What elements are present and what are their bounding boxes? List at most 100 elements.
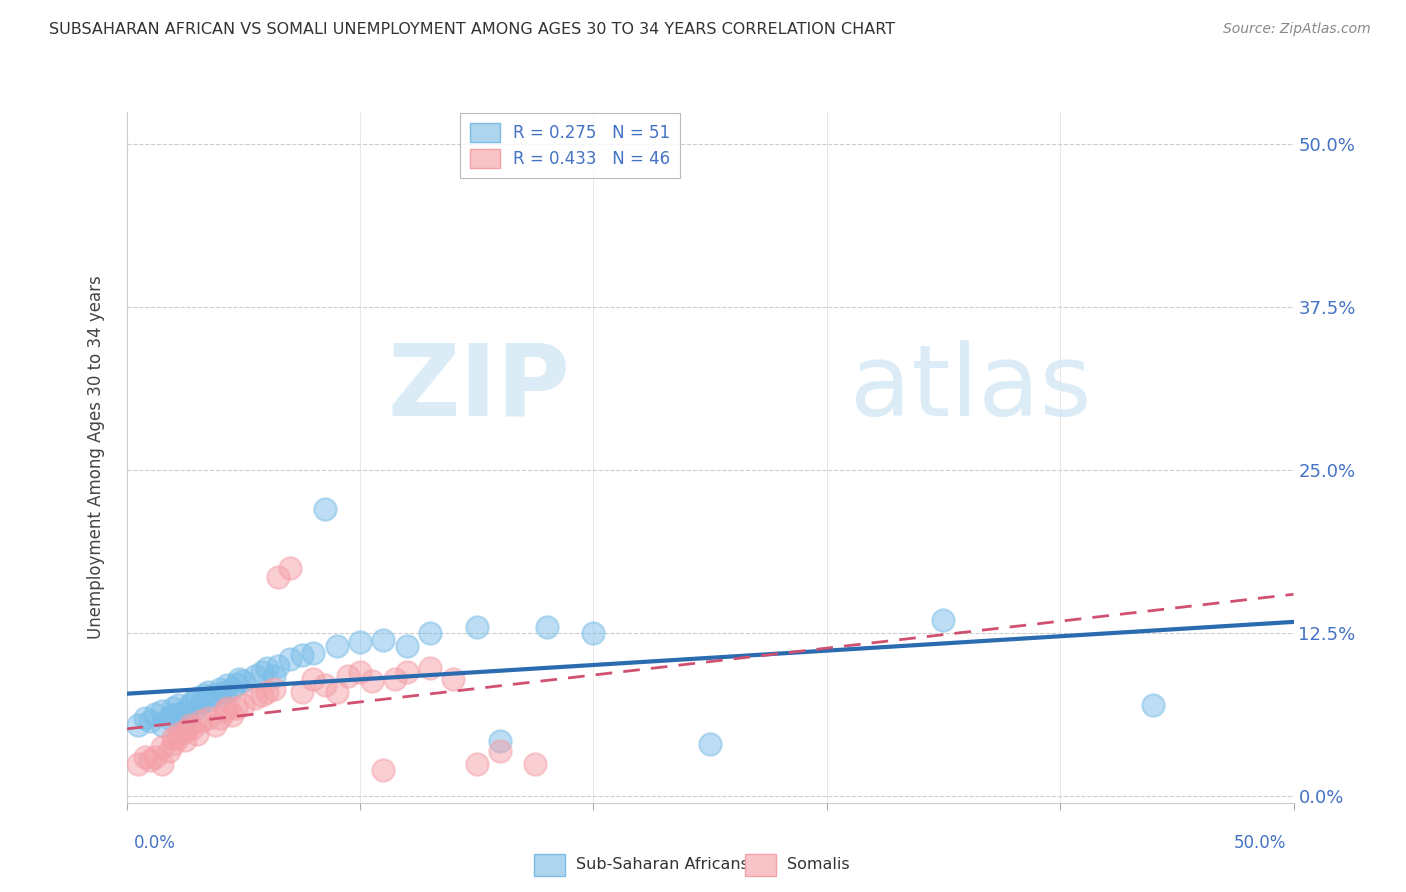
Point: [419, 626, 441, 640]
Point: [263, 669, 285, 683]
Point: [197, 692, 219, 706]
Point: [139, 753, 162, 767]
Point: [186, 700, 208, 714]
Text: 50.0%: 50.0%: [1234, 834, 1286, 852]
Point: [186, 691, 208, 706]
Point: [523, 756, 546, 771]
Text: Sub-Saharan Africans: Sub-Saharan Africans: [576, 857, 749, 871]
Point: [225, 700, 247, 714]
Point: [157, 711, 180, 725]
Point: [162, 731, 184, 745]
Point: [134, 750, 156, 764]
Point: [162, 700, 184, 714]
Point: [208, 690, 231, 705]
Point: [150, 705, 173, 719]
Point: [314, 678, 336, 692]
Point: [215, 700, 238, 714]
Point: [221, 682, 243, 697]
Point: [150, 739, 173, 754]
Point: [167, 726, 190, 740]
Point: [373, 632, 395, 647]
Point: [465, 756, 488, 771]
Point: [302, 672, 325, 686]
Point: [263, 682, 285, 697]
Point: [162, 737, 184, 751]
Point: [150, 756, 173, 771]
Point: [278, 561, 301, 575]
Point: [214, 705, 236, 719]
Point: [179, 717, 201, 731]
Point: [150, 717, 173, 731]
Point: [290, 685, 312, 699]
Point: [127, 756, 149, 771]
Legend: R = 0.275   N = 51, R = 0.433   N = 46: R = 0.275 N = 51, R = 0.433 N = 46: [460, 113, 681, 178]
Point: [197, 685, 219, 699]
Point: [373, 763, 395, 777]
Point: [489, 744, 512, 758]
Point: [186, 726, 208, 740]
Point: [174, 724, 197, 739]
Point: [441, 672, 464, 686]
Point: [190, 714, 212, 728]
Point: [134, 711, 156, 725]
Point: [180, 695, 202, 709]
Text: Source: ZipAtlas.com: Source: ZipAtlas.com: [1223, 22, 1371, 37]
Point: [302, 646, 325, 660]
Point: [193, 688, 215, 702]
Point: [214, 685, 236, 699]
Point: [174, 705, 197, 719]
Point: [143, 707, 166, 722]
Point: [325, 685, 347, 699]
Point: [243, 691, 266, 706]
Point: [143, 750, 166, 764]
Point: [215, 678, 238, 692]
Point: [232, 674, 254, 689]
Text: ZIP: ZIP: [387, 340, 569, 436]
Point: [395, 665, 418, 680]
Point: [167, 707, 190, 722]
Point: [699, 737, 721, 751]
Point: [384, 672, 406, 686]
Point: [337, 669, 360, 683]
Point: [465, 620, 488, 634]
Point: [208, 682, 231, 697]
Point: [250, 688, 273, 702]
Point: [395, 640, 418, 654]
Point: [243, 669, 266, 683]
Point: [232, 698, 254, 712]
Point: [197, 711, 219, 725]
Point: [360, 674, 382, 689]
Point: [267, 658, 290, 673]
Point: [204, 688, 226, 702]
Point: [314, 502, 336, 516]
Point: [228, 672, 250, 686]
Point: [256, 661, 278, 675]
Point: [536, 620, 558, 634]
Point: [162, 708, 184, 723]
Point: [419, 661, 441, 675]
Text: atlas: atlas: [851, 340, 1091, 436]
Text: SUBSAHARAN AFRICAN VS SOMALI UNEMPLOYMENT AMONG AGES 30 TO 34 YEARS CORRELATION : SUBSAHARAN AFRICAN VS SOMALI UNEMPLOYMEN…: [49, 22, 896, 37]
Point: [250, 665, 273, 680]
Point: [190, 695, 212, 709]
Point: [489, 734, 512, 748]
Point: [208, 711, 231, 725]
Point: [278, 652, 301, 666]
Point: [290, 648, 312, 663]
Point: [349, 635, 371, 649]
Point: [325, 640, 347, 654]
Point: [1142, 698, 1164, 712]
Point: [349, 665, 371, 680]
Y-axis label: Unemployment Among Ages 30 to 34 years: Unemployment Among Ages 30 to 34 years: [87, 276, 105, 639]
Point: [127, 717, 149, 731]
Point: [174, 714, 197, 728]
Point: [267, 570, 290, 584]
Point: [932, 613, 955, 627]
Point: [167, 731, 190, 745]
Point: [157, 744, 180, 758]
Point: [167, 698, 190, 712]
Text: Somalis: Somalis: [787, 857, 851, 871]
Point: [225, 677, 247, 691]
Point: [139, 714, 162, 728]
Point: [221, 708, 243, 723]
